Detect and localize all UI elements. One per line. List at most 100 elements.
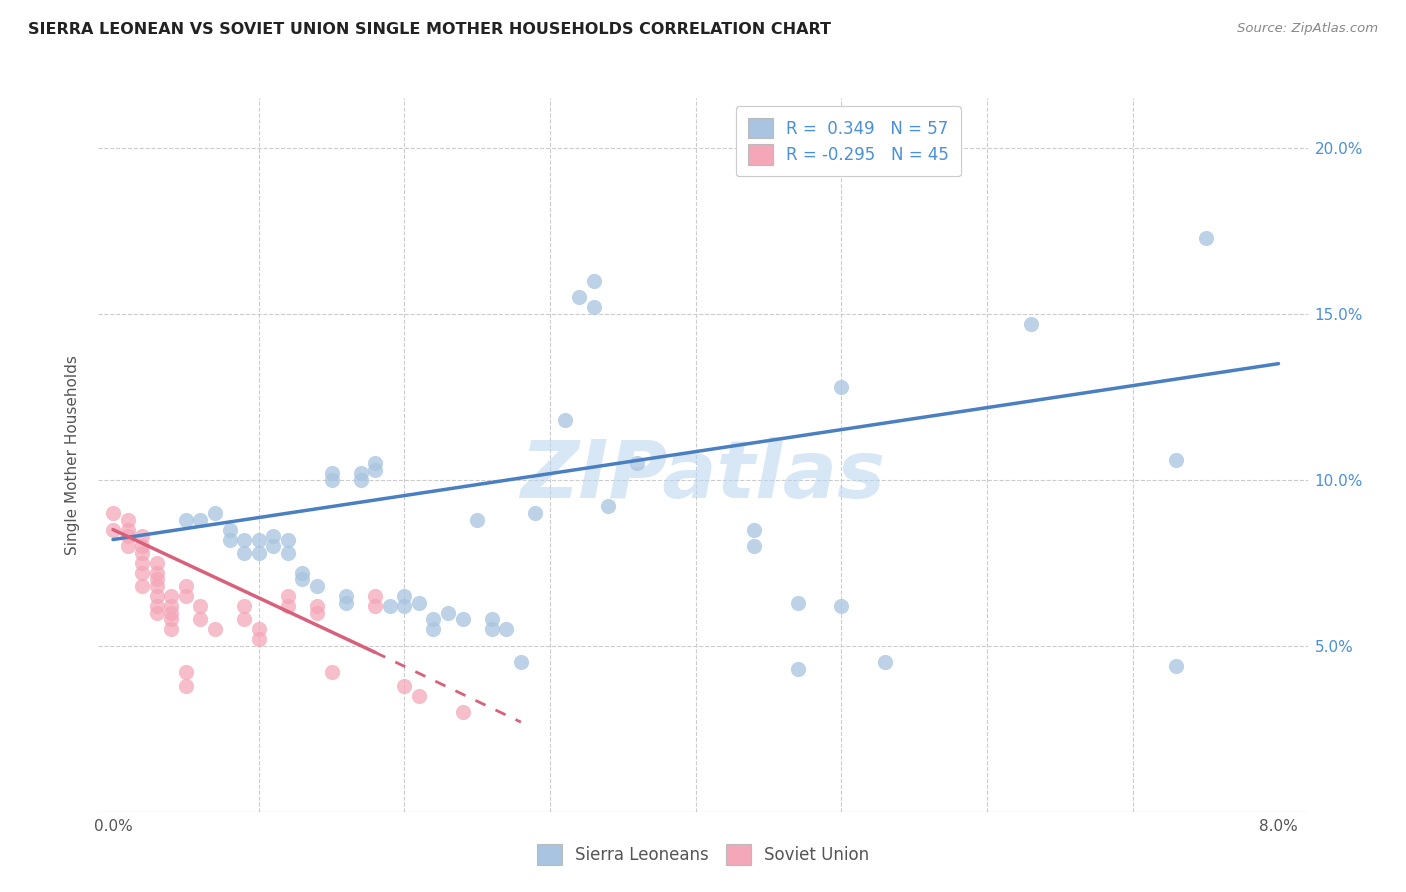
Point <box>1166 658 1188 673</box>
Point <box>218 523 240 537</box>
Point <box>160 622 183 636</box>
Point <box>321 473 343 487</box>
Point <box>742 523 765 537</box>
Point <box>422 622 444 636</box>
Point <box>174 579 197 593</box>
Point <box>233 612 256 626</box>
Point <box>830 599 852 613</box>
Point <box>437 606 460 620</box>
Point <box>145 606 167 620</box>
Point <box>131 546 153 560</box>
Y-axis label: Single Mother Households: Single Mother Households <box>65 355 80 555</box>
Point <box>830 380 852 394</box>
Point <box>350 473 373 487</box>
Point <box>277 533 299 547</box>
Point <box>247 622 270 636</box>
Point <box>1019 317 1042 331</box>
Point <box>131 579 153 593</box>
Text: Source: ZipAtlas.com: Source: ZipAtlas.com <box>1237 22 1378 36</box>
Point <box>101 523 124 537</box>
Point <box>626 456 648 470</box>
Point <box>1194 230 1216 244</box>
Point <box>145 566 167 580</box>
Point <box>350 466 373 480</box>
Point <box>131 529 153 543</box>
Point <box>131 566 153 580</box>
Point <box>160 606 183 620</box>
Point <box>262 529 284 543</box>
Point <box>451 612 474 626</box>
Point <box>247 632 270 647</box>
Point <box>305 579 328 593</box>
Point <box>117 529 139 543</box>
Point <box>364 599 387 613</box>
Text: SIERRA LEONEAN VS SOVIET UNION SINGLE MOTHER HOUSEHOLDS CORRELATION CHART: SIERRA LEONEAN VS SOVIET UNION SINGLE MO… <box>28 22 831 37</box>
Point <box>131 556 153 570</box>
Point <box>481 612 503 626</box>
Text: ZIPatlas: ZIPatlas <box>520 437 886 516</box>
Point <box>190 599 212 613</box>
Point <box>247 533 270 547</box>
Point <box>101 506 124 520</box>
Point <box>1166 453 1188 467</box>
Point <box>364 456 387 470</box>
Point <box>233 599 256 613</box>
Point <box>160 599 183 613</box>
Point <box>335 589 357 603</box>
Point <box>509 656 531 670</box>
Point <box>174 679 197 693</box>
Point <box>408 596 430 610</box>
Legend: Sierra Leoneans, Soviet Union: Sierra Leoneans, Soviet Union <box>527 834 879 875</box>
Point <box>291 566 314 580</box>
Point <box>321 466 343 480</box>
Point <box>394 679 416 693</box>
Point <box>378 599 401 613</box>
Point <box>277 589 299 603</box>
Point <box>190 513 212 527</box>
Point <box>568 290 591 304</box>
Point <box>394 599 416 613</box>
Point <box>233 546 256 560</box>
Point <box>190 612 212 626</box>
Point <box>422 612 444 626</box>
Point <box>305 606 328 620</box>
Point <box>174 513 197 527</box>
Point <box>394 589 416 603</box>
Point <box>145 589 167 603</box>
Point <box>598 500 620 514</box>
Point <box>277 546 299 560</box>
Point <box>160 589 183 603</box>
Point <box>145 579 167 593</box>
Point <box>321 665 343 680</box>
Point <box>786 596 808 610</box>
Point <box>145 599 167 613</box>
Point <box>364 463 387 477</box>
Point <box>204 622 226 636</box>
Point <box>742 539 765 553</box>
Point <box>204 506 226 520</box>
Point <box>364 589 387 603</box>
Point <box>495 622 517 636</box>
Point <box>218 533 240 547</box>
Point <box>408 689 430 703</box>
Point <box>174 589 197 603</box>
Point <box>145 573 167 587</box>
Point <box>117 539 139 553</box>
Legend: R =  0.349   N = 57, R = -0.295   N = 45: R = 0.349 N = 57, R = -0.295 N = 45 <box>737 106 960 177</box>
Point <box>247 546 270 560</box>
Point <box>335 596 357 610</box>
Point <box>262 539 284 553</box>
Point <box>481 622 503 636</box>
Point <box>117 523 139 537</box>
Point <box>305 599 328 613</box>
Point <box>465 513 488 527</box>
Point <box>277 599 299 613</box>
Point <box>291 573 314 587</box>
Point <box>131 539 153 553</box>
Point <box>582 274 605 288</box>
Point <box>145 556 167 570</box>
Point <box>233 533 256 547</box>
Point <box>786 662 808 676</box>
Point <box>524 506 547 520</box>
Point <box>117 513 139 527</box>
